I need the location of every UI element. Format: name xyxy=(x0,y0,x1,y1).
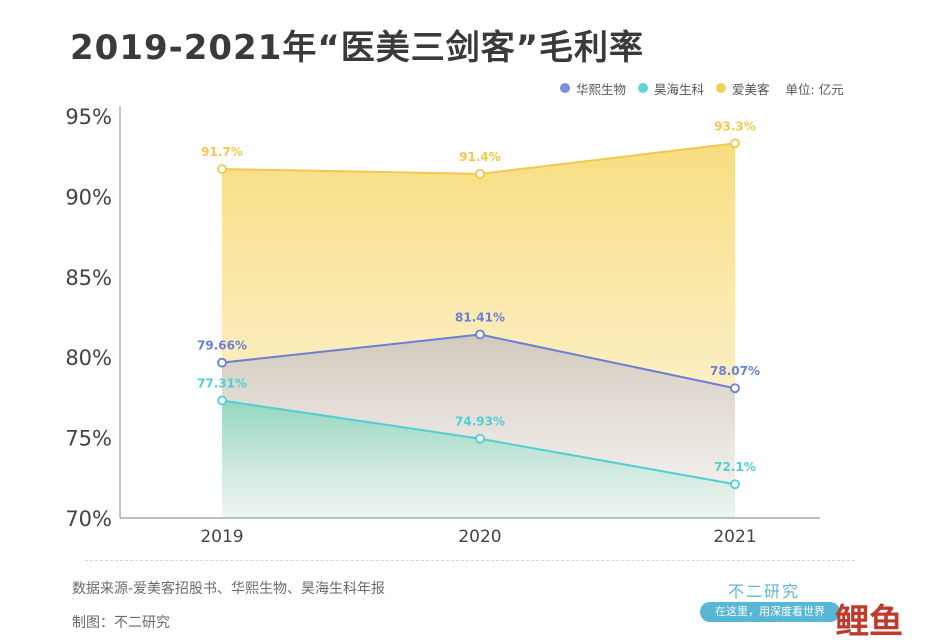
data-source: 数据来源-爱美客招股书、华熙生物、昊海生科年报 xyxy=(72,581,386,597)
legend-item-huaxi: 华熙生物 xyxy=(560,79,626,98)
data-label: 79.66% xyxy=(197,339,247,353)
y-tick-label: 95% xyxy=(65,105,112,129)
data-point xyxy=(217,395,227,406)
brand-name: 不二研究 xyxy=(728,582,801,601)
legend-item-aimeike: 爱美客 xyxy=(716,79,770,98)
legend-dot-haohai xyxy=(638,83,649,93)
y-tick-label: 75% xyxy=(65,427,112,451)
data-point xyxy=(730,479,740,490)
legend-label-huaxi: 华熙生物 xyxy=(576,81,627,97)
y-tick-label: 85% xyxy=(65,266,112,290)
legend-label-aimeike: 爱美客 xyxy=(732,81,770,97)
legend: 华熙生物 昊海生科 爱美客 单位: 亿元 xyxy=(560,78,844,98)
legend-item-haohai: 昊海生科 xyxy=(638,79,704,98)
y-tick-label: 90% xyxy=(65,185,112,209)
legend-label-haohai: 昊海生科 xyxy=(654,81,705,97)
footer-divider xyxy=(85,560,855,561)
data-point xyxy=(730,383,740,394)
unit-label: 单位: 亿元 xyxy=(785,81,844,97)
data-label: 91.7% xyxy=(201,145,243,159)
data-point xyxy=(217,164,227,174)
y-tick-label: 70% xyxy=(65,507,112,531)
x-tick-label: 2021 xyxy=(713,527,756,547)
data-point xyxy=(475,329,485,340)
legend-dot-huaxi xyxy=(560,83,570,93)
brand-slogan: 在这里，用深度看世界 xyxy=(700,602,840,622)
data-label: 91.4% xyxy=(459,150,501,164)
chart-title: 2019-2021年“医美三剑客”毛利率 xyxy=(70,28,645,68)
corner-logo: 鲤鱼 xyxy=(835,602,903,642)
area-aimeike xyxy=(222,143,735,389)
data-label: 74.93% xyxy=(455,415,505,429)
data-point xyxy=(217,357,227,368)
data-label: 81.41% xyxy=(455,311,505,325)
data-label: 72.1% xyxy=(714,460,756,474)
x-tick-label: 2019 xyxy=(200,527,243,547)
data-point xyxy=(475,168,485,179)
data-point xyxy=(475,433,485,444)
data-label: 78.07% xyxy=(710,364,760,378)
data-point xyxy=(730,138,740,149)
chart-maker: 制图：不二研究 xyxy=(72,615,170,631)
x-tick-label: 2020 xyxy=(458,527,501,547)
data-label: 77.31% xyxy=(197,376,247,390)
data-label: 93.3% xyxy=(714,119,756,133)
legend-dot-aimeike xyxy=(716,83,727,93)
area-haohai xyxy=(222,400,735,518)
y-tick-label: 80% xyxy=(65,346,112,370)
